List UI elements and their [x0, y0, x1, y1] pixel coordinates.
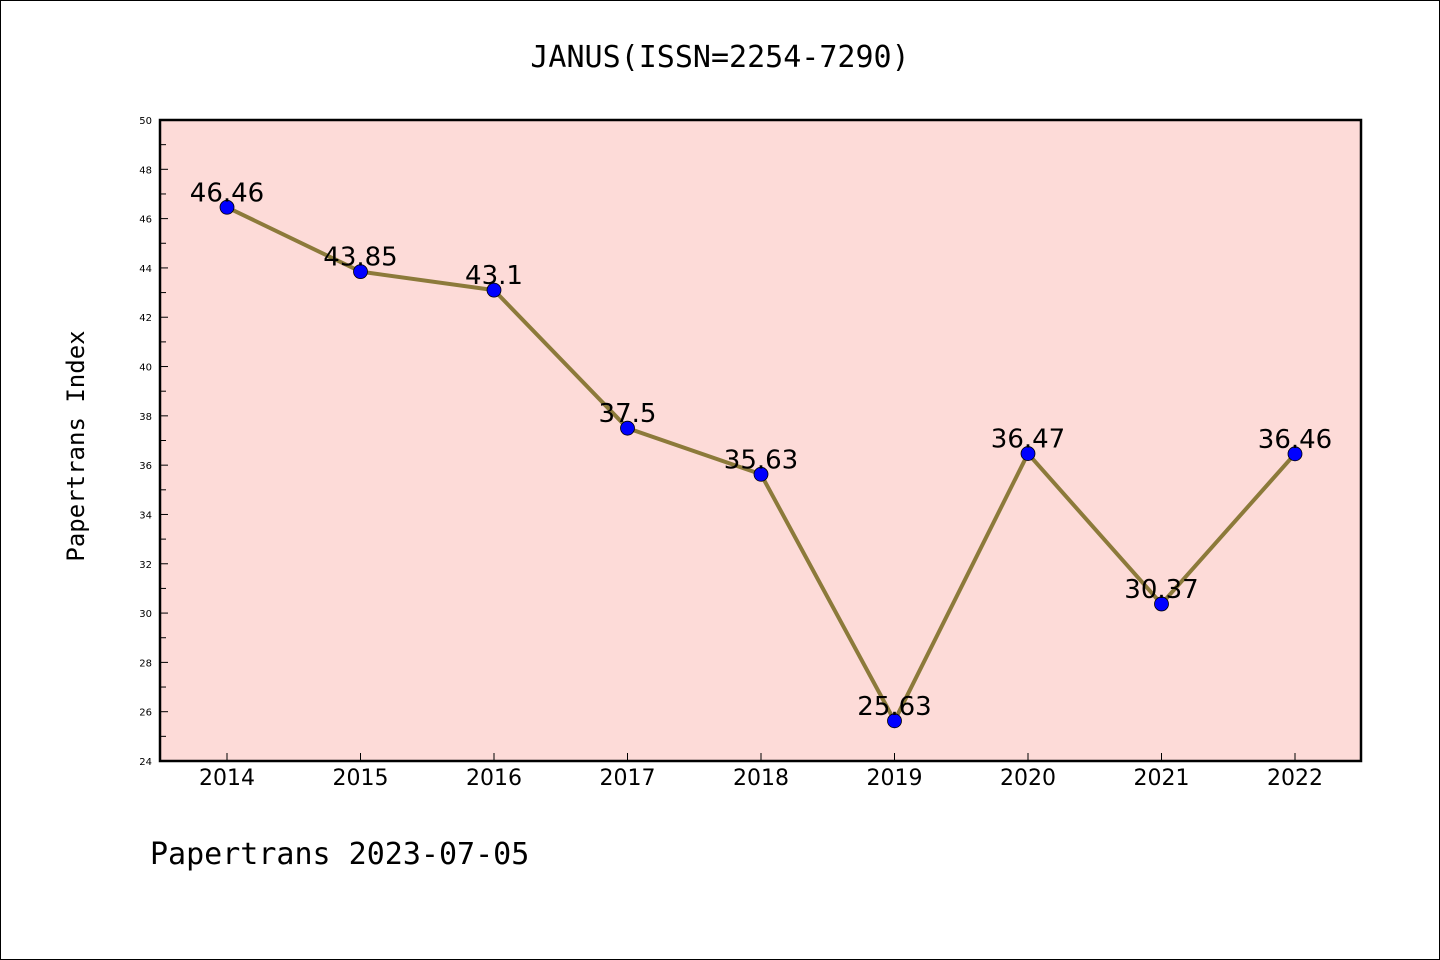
- series-line-group: [219, 199, 1303, 729]
- x-tick-label: 2018: [733, 766, 789, 791]
- data-point-marker: [353, 264, 368, 280]
- data-label: 25.63: [857, 692, 931, 722]
- data-label: 36.46: [1258, 425, 1332, 455]
- x-tick-label: 2022: [1267, 766, 1323, 791]
- y-axis-label: Papertrans Index: [62, 330, 90, 561]
- x-tick-label: 2015: [333, 766, 389, 791]
- data-point-marker: [1287, 446, 1303, 462]
- y-tick-label: 40: [139, 363, 152, 374]
- data-label: 46.46: [190, 178, 264, 208]
- x-tick-label: 2017: [600, 766, 656, 791]
- y-tick-label: 50: [139, 116, 152, 127]
- data-point-marker: [1154, 596, 1169, 612]
- footer-text: Papertrans 2023-07-05: [150, 837, 529, 872]
- y-tick-label: 38: [139, 412, 152, 423]
- y-tick-label: 24: [139, 757, 152, 768]
- y-tick-label: 44: [139, 264, 152, 275]
- x-tick-label: 2021: [1134, 766, 1190, 791]
- y-tick-label: 36: [139, 461, 152, 472]
- data-labels: 46.46 43.85 43.1 37.5 35.63 25.63 36.47 30.37 36…: [190, 178, 1332, 722]
- data-point-marker: [887, 713, 902, 729]
- x-tick-label: 2020: [1000, 766, 1056, 791]
- data-point-marker: [753, 466, 769, 482]
- x-tick-label: 2019: [867, 766, 923, 791]
- y-tick-label: 28: [139, 658, 152, 669]
- x-axis: 2014 2015 2016 2017 2018 2019 2020 2021 2022: [199, 753, 1323, 791]
- y-tick-label: 26: [139, 708, 152, 719]
- y-tick-label: 30: [139, 609, 152, 620]
- data-label: 43.85: [323, 243, 397, 273]
- y-tick-label: 32: [139, 560, 152, 571]
- y-axis: 24 26 28 30 32 34 36 38 40 42 44 46 48 50: [139, 116, 168, 768]
- data-label: 30.37: [1124, 575, 1198, 605]
- plot-border: [158, 118, 1363, 763]
- plot-area: [160, 120, 1361, 761]
- data-label: 37.5: [599, 399, 657, 429]
- x-tick-label: 2014: [199, 766, 255, 791]
- chart-title: JANUS(ISSN=2254-7290): [530, 40, 909, 75]
- data-label: 43.1: [465, 261, 523, 291]
- y-tick-label: 48: [139, 165, 152, 176]
- data-point-marker: [486, 282, 502, 298]
- y-tick-label: 46: [139, 215, 152, 226]
- y-tick-label: 42: [139, 313, 152, 324]
- data-point-marker: [219, 199, 235, 215]
- x-tick-label: 2016: [466, 766, 522, 791]
- data-label: 36.47: [991, 425, 1065, 455]
- data-point-marker: [620, 420, 635, 436]
- data-label: 35.63: [724, 445, 798, 475]
- y-tick-label: 34: [139, 510, 152, 521]
- data-point-marker: [1020, 446, 1036, 461]
